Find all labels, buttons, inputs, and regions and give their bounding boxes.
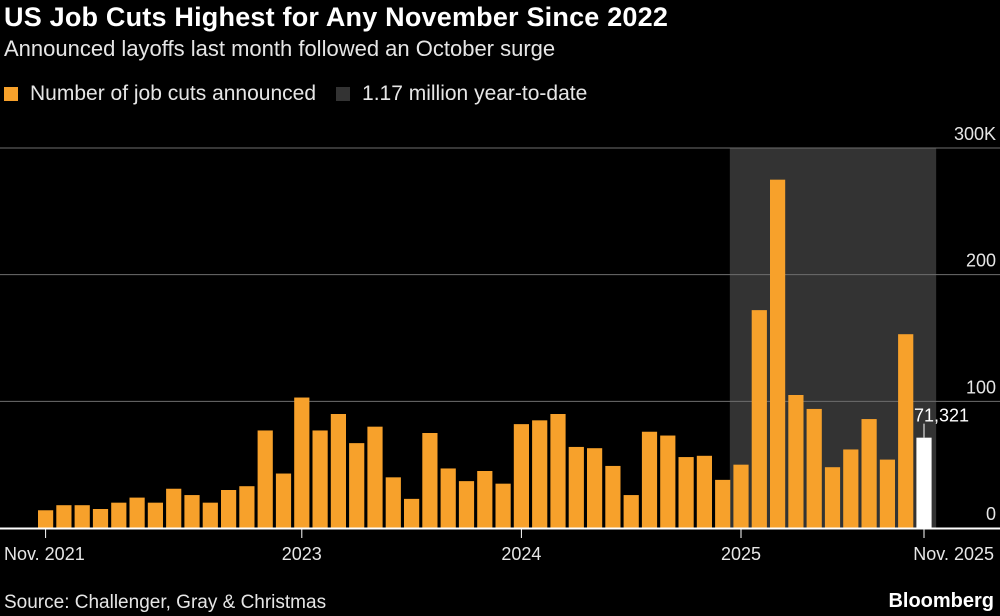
bar: [861, 419, 877, 528]
bar: [696, 455, 712, 528]
bar: [56, 505, 72, 528]
bar: [312, 430, 328, 528]
y-tick-label: 200: [966, 251, 996, 271]
bar: [239, 486, 255, 528]
bloomberg-logo: Bloomberg: [888, 590, 994, 612]
bar: [349, 443, 365, 528]
bar: [404, 498, 420, 528]
bar: [458, 481, 475, 528]
bar: [788, 395, 804, 528]
bar: [202, 502, 218, 528]
bar: [733, 464, 749, 528]
bar: [879, 459, 895, 528]
bar: [275, 473, 292, 528]
chart-title: US Job Cuts Highest for Any November Sin…: [4, 2, 669, 32]
bar: [843, 449, 859, 528]
bar: [568, 446, 584, 528]
bar: [751, 310, 767, 528]
bar: [532, 420, 548, 528]
bar: [147, 502, 163, 528]
bar: [367, 426, 383, 528]
bar: [660, 435, 676, 528]
bar: [678, 457, 694, 528]
bar: [385, 477, 401, 528]
x-tick-label: Nov. 2021: [4, 544, 85, 564]
bar: [166, 488, 182, 528]
bar: [898, 334, 914, 528]
bar: [477, 471, 493, 528]
source-note: Source: Challenger, Gray & Christmas: [4, 592, 327, 613]
x-tick-label: Nov. 2025: [913, 544, 994, 564]
highlight-value-label: 71,321: [914, 406, 969, 426]
bar: [806, 408, 822, 528]
legend-swatch-year-to-date: [336, 87, 351, 101]
legend-item-year-to-date: 1.17 million year-to-date: [336, 82, 587, 106]
legend-label-year-to-date: 1.17 million year-to-date: [362, 82, 588, 105]
bar: [550, 414, 566, 528]
chart-subtitle: Announced layoffs last month followed an…: [4, 36, 556, 61]
bar: [641, 431, 658, 528]
bar: [623, 495, 639, 528]
bar: [824, 467, 841, 528]
legend: Number of job cuts announced 1.17 millio…: [4, 82, 607, 106]
x-tick-label: 2024: [501, 544, 541, 564]
y-tick-label: 0: [986, 504, 996, 524]
bar: [257, 430, 273, 528]
bar: [184, 495, 200, 528]
x-tick-label: 2025: [721, 544, 761, 564]
bar: [330, 414, 346, 528]
bar: [440, 468, 456, 528]
legend-swatch-job-cuts: [4, 87, 18, 101]
bar: [587, 448, 603, 528]
bar: [513, 424, 529, 528]
bar: [92, 509, 109, 528]
bar-highlight: [916, 437, 932, 528]
bar: [38, 510, 54, 528]
bar: [294, 397, 310, 528]
y-tick-label: 300K: [954, 124, 996, 144]
bar: [74, 505, 90, 528]
legend-label-job-cuts: Number of job cuts announced: [30, 82, 317, 105]
bar: [221, 490, 237, 528]
bar: [422, 433, 438, 528]
bar: [495, 483, 511, 528]
legend-item-job-cuts: Number of job cuts announced: [4, 82, 316, 106]
bar: [605, 465, 621, 528]
y-tick-label: 100: [966, 377, 996, 397]
bar: [770, 179, 786, 528]
bar: [715, 479, 731, 528]
bar: [129, 497, 145, 528]
x-tick-label: 2023: [282, 544, 322, 564]
bar: [111, 502, 127, 528]
